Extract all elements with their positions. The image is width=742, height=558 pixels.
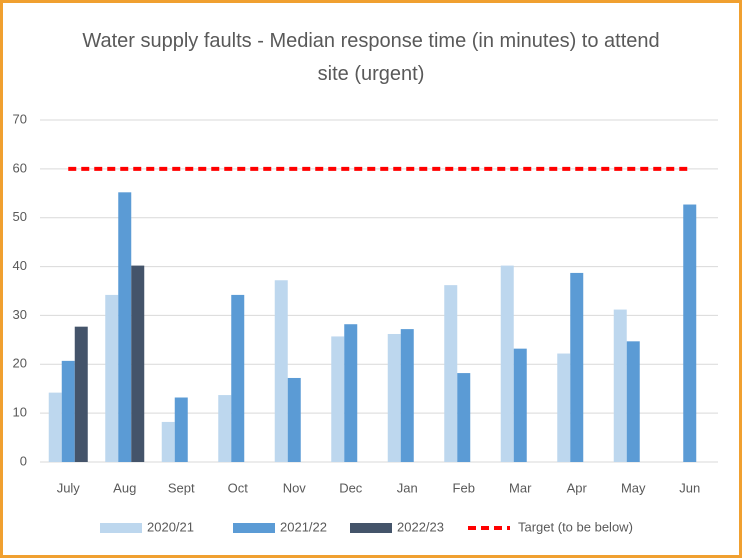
x-tick-label: Apr [567, 480, 588, 495]
bar [557, 353, 571, 462]
bar [274, 280, 288, 462]
bar [500, 265, 514, 462]
bar [74, 326, 88, 462]
x-tick-label: Aug [113, 480, 136, 495]
y-tick-label: 30 [13, 307, 27, 322]
x-tick-label: Feb [453, 480, 475, 495]
x-tick-label: July [57, 480, 81, 495]
bar [48, 392, 62, 462]
bar [61, 360, 75, 462]
bar [387, 333, 401, 462]
y-tick-label: 50 [13, 209, 27, 224]
bar [231, 294, 245, 462]
chart: 0 10 20 30 40 50 60 70 July Aug Sept Oct Nov Dec Jan Fe… [13, 111, 718, 534]
legend-swatch [350, 523, 392, 533]
bar [105, 294, 119, 462]
bar [218, 395, 232, 462]
legend-label: Target (to be below) [518, 519, 633, 534]
x-tick-label: Sept [168, 480, 195, 495]
legend-label: 2020/21 [147, 519, 194, 534]
x-tick-label: Mar [509, 480, 532, 495]
bar [613, 309, 627, 462]
legend-swatch [100, 523, 142, 533]
x-tick-label: Oct [228, 480, 249, 495]
legend-label: 2022/23 [397, 519, 444, 534]
bar [331, 336, 345, 462]
bar [570, 272, 584, 462]
bar [174, 397, 188, 462]
bar [161, 421, 175, 462]
x-tick-label: Jun [679, 480, 700, 495]
bar [287, 377, 301, 462]
y-tick-label: 10 [13, 405, 27, 420]
bar [131, 265, 145, 462]
y-tick-label: 60 [13, 160, 27, 175]
bar [513, 348, 527, 462]
x-tick-label: Dec [339, 480, 363, 495]
chart-title: Water supply faults - Median response ti… [82, 30, 660, 85]
legend-swatch [233, 523, 275, 533]
y-tick-label: 40 [13, 258, 27, 273]
x-tick-label: Nov [283, 480, 307, 495]
bar [344, 324, 358, 462]
x-tick-label: May [621, 480, 646, 495]
bar [118, 192, 132, 462]
bar [444, 285, 458, 462]
bar [400, 329, 414, 462]
y-tick-label: 0 [20, 453, 27, 468]
y-tick-label: 70 [13, 111, 27, 126]
bar [626, 341, 640, 462]
bar [683, 204, 697, 462]
x-tick-label: Jan [397, 480, 418, 495]
legend-label: 2021/22 [280, 519, 327, 534]
bar [457, 373, 471, 462]
y-tick-label: 20 [13, 356, 27, 371]
